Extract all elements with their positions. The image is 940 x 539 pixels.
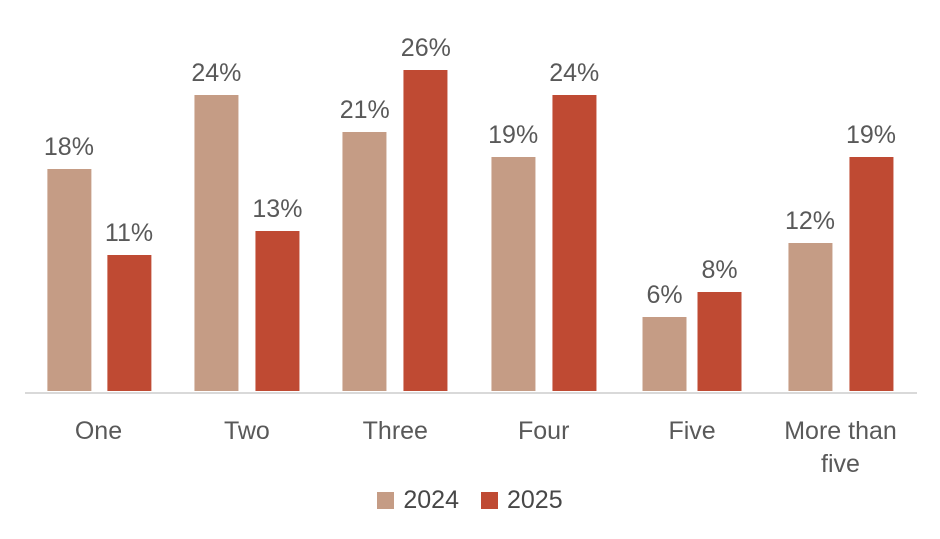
bar-2025	[552, 95, 597, 391]
bar-group: 19% 24%	[488, 61, 599, 391]
bar-group: 12% 19%	[785, 123, 896, 391]
legend: 2024 2025	[0, 488, 940, 513]
legend-item-2025: 2025	[481, 488, 563, 513]
bar-value-label: 12%	[784, 207, 835, 235]
bar-2025	[403, 70, 448, 391]
bar-value-label: 26%	[400, 34, 451, 62]
bar-2024	[491, 157, 536, 391]
bar-column: 24%	[191, 61, 241, 391]
bar-value-label: 19%	[846, 121, 897, 149]
bar-value-label: 24%	[549, 59, 600, 87]
bar-column: 19%	[488, 123, 538, 391]
bar-value-label: 11%	[104, 219, 154, 247]
bar-column: 13%	[252, 197, 302, 391]
legend-label: 2024	[403, 486, 459, 514]
bar-2025	[849, 157, 894, 391]
bar-column: 19%	[846, 123, 896, 391]
bar-2024	[642, 317, 687, 391]
category-label: More than five	[784, 417, 897, 478]
bar-group: 24% 13%	[191, 61, 302, 391]
bar-2025	[697, 292, 742, 391]
category-label: Three	[362, 417, 428, 445]
legend-item-2024: 2024	[377, 488, 459, 513]
category-label: Two	[223, 417, 270, 445]
bar-2024	[46, 169, 91, 391]
bar-column: 6%	[642, 281, 687, 391]
bar-value-label: 13%	[252, 195, 303, 223]
bar-column: 26%	[401, 36, 451, 391]
bar-value-label: 18%	[43, 133, 94, 161]
bar-group: 18% 11%	[44, 135, 153, 391]
bar-2024	[787, 243, 832, 391]
legend-label: 2025	[507, 486, 563, 514]
bar-column: 21%	[340, 98, 390, 391]
x-axis-line	[25, 392, 917, 394]
legend-swatch-icon	[481, 492, 498, 509]
bar-2024	[194, 95, 239, 391]
bar-column: 8%	[697, 256, 742, 391]
bar-value-label: 24%	[191, 59, 242, 87]
bar-column: 12%	[785, 209, 835, 391]
bar-value-label: 6%	[646, 281, 683, 309]
category-label: One	[74, 417, 123, 445]
bar-column: 18%	[44, 135, 94, 391]
bar-value-label: 8%	[701, 256, 738, 284]
bar-2025	[107, 255, 152, 391]
bar-value-label: 19%	[488, 121, 539, 149]
bar-value-label: 21%	[339, 96, 390, 124]
bar-2024	[342, 132, 387, 391]
bar-column: 24%	[549, 61, 599, 391]
category-label: Four	[517, 417, 570, 445]
bar-2025	[255, 231, 300, 391]
category-label: Five	[668, 417, 716, 445]
legend-swatch-icon	[377, 492, 395, 509]
bar-column: 11%	[105, 221, 153, 391]
bar-group: 6% 8%	[642, 256, 742, 391]
bar-group: 21% 26%	[340, 36, 451, 391]
